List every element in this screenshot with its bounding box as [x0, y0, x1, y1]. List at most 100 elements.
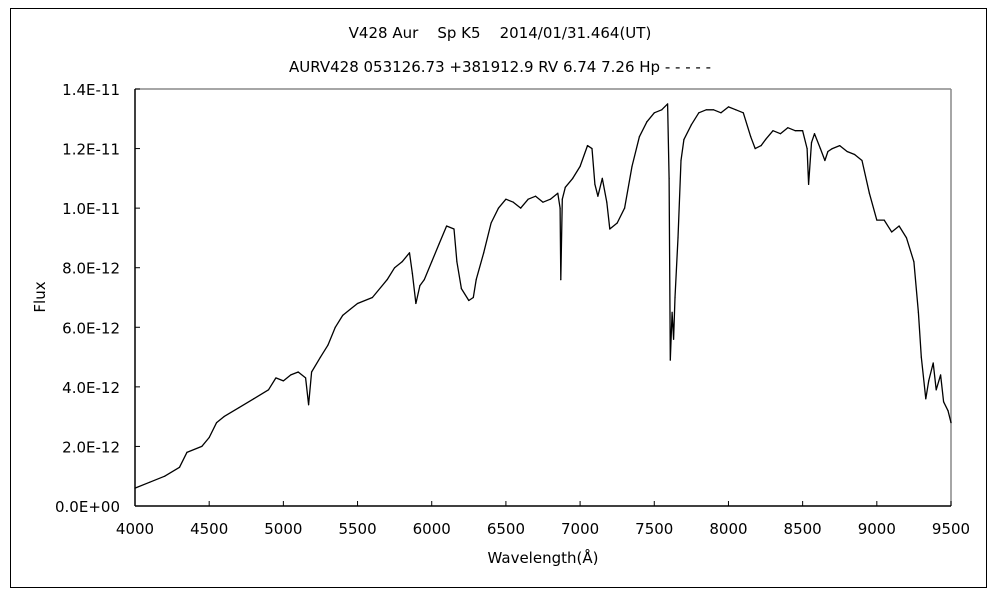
- data-point: [876, 219, 878, 221]
- y-tick-label: 8.0E-12: [62, 260, 120, 278]
- data-point: [891, 231, 893, 233]
- data-point: [564, 186, 566, 188]
- data-point: [527, 198, 529, 200]
- data-point: [419, 284, 421, 287]
- data-point: [549, 198, 552, 200]
- y-tick-label: 4.0E-12: [62, 379, 120, 397]
- data-point: [787, 127, 789, 129]
- data-point: [853, 153, 856, 156]
- data-point: [327, 344, 329, 346]
- data-point: [134, 487, 136, 489]
- x-tick-label: 4000: [116, 520, 154, 538]
- data-point: [950, 422, 952, 424]
- data-point: [616, 222, 618, 224]
- data-point: [164, 475, 166, 477]
- data-point: [846, 150, 848, 153]
- data-point: [920, 356, 922, 358]
- data-point: [683, 139, 685, 141]
- x-tick-label: 9500: [932, 520, 970, 538]
- data-point: [483, 252, 485, 254]
- data-point: [883, 219, 885, 221]
- data-point: [472, 296, 474, 299]
- data-point: [408, 252, 411, 254]
- x-tick-label: 5500: [338, 520, 376, 538]
- x-tick-label: 6500: [487, 520, 525, 538]
- chart-title: V428 Aur Sp K5 2014/01/31.464(UT): [348, 24, 652, 42]
- data-point: [216, 422, 218, 424]
- data-point: [597, 195, 599, 197]
- data-point: [932, 362, 934, 364]
- data-point: [677, 237, 679, 239]
- data-point: [868, 192, 871, 194]
- data-point: [475, 279, 477, 281]
- y-tick-label: 2.0E-12: [62, 438, 120, 456]
- data-point: [935, 389, 937, 391]
- data-point: [810, 142, 813, 144]
- data-point: [925, 398, 927, 400]
- data-point: [201, 445, 203, 448]
- data-point: [690, 124, 692, 126]
- data-point: [794, 130, 796, 132]
- data-point: [754, 147, 756, 150]
- data-point: [669, 359, 671, 361]
- data-point: [594, 183, 596, 185]
- data-point: [720, 112, 722, 114]
- data-point: [591, 147, 593, 150]
- data-point: [802, 130, 804, 132]
- data-point: [638, 136, 641, 138]
- data-point: [542, 201, 544, 203]
- data-point: [310, 371, 313, 373]
- data-point: [806, 147, 808, 150]
- data-point: [667, 103, 669, 105]
- y-tick-label: 1.2E-11: [62, 141, 120, 159]
- data-point: [431, 261, 433, 263]
- data-point: [905, 237, 908, 239]
- data-point: [208, 436, 210, 439]
- data-point: [267, 389, 270, 391]
- data-point: [349, 308, 351, 311]
- data-point: [356, 302, 359, 305]
- data-point: [653, 112, 655, 114]
- data-point: [334, 326, 336, 328]
- data-point: [913, 261, 915, 263]
- data-point: [505, 198, 507, 200]
- y-tick-label: 6.0E-12: [62, 319, 120, 337]
- data-point: [772, 130, 774, 132]
- data-point: [415, 302, 417, 305]
- data-point: [661, 109, 663, 111]
- data-point: [839, 144, 841, 147]
- data-point: [490, 222, 492, 224]
- data-point: [238, 407, 240, 409]
- x-tick-label: 8500: [784, 520, 822, 538]
- data-point: [342, 314, 344, 316]
- data-point: [282, 380, 284, 382]
- data-point: [819, 147, 822, 150]
- data-point: [705, 109, 707, 111]
- data-point: [713, 109, 715, 111]
- data-point: [453, 228, 455, 230]
- data-point: [371, 296, 373, 299]
- data-point: [561, 198, 563, 200]
- data-point: [674, 296, 676, 299]
- data-point: [520, 207, 522, 209]
- data-point: [601, 177, 603, 179]
- data-point: [579, 165, 581, 168]
- data-point: [275, 377, 277, 379]
- data-point: [223, 416, 225, 418]
- x-tick-label: 9000: [858, 520, 896, 538]
- data-point: [253, 398, 255, 400]
- data-point: [928, 380, 930, 382]
- data-point: [305, 377, 307, 379]
- data-point: [149, 481, 151, 483]
- data-point: [186, 451, 188, 453]
- data-point: [942, 401, 945, 403]
- data-point: [831, 147, 833, 150]
- y-axis-label: Flux: [31, 281, 49, 312]
- data-point: [861, 159, 863, 162]
- data-point: [319, 356, 322, 358]
- data-point: [624, 207, 626, 209]
- data-point: [438, 243, 440, 245]
- x-axis-label: Wavelength(Å): [488, 548, 599, 567]
- chart-subtitle: AURV428 053126.73 +381912.9 RV 6.74 7.26…: [289, 58, 711, 76]
